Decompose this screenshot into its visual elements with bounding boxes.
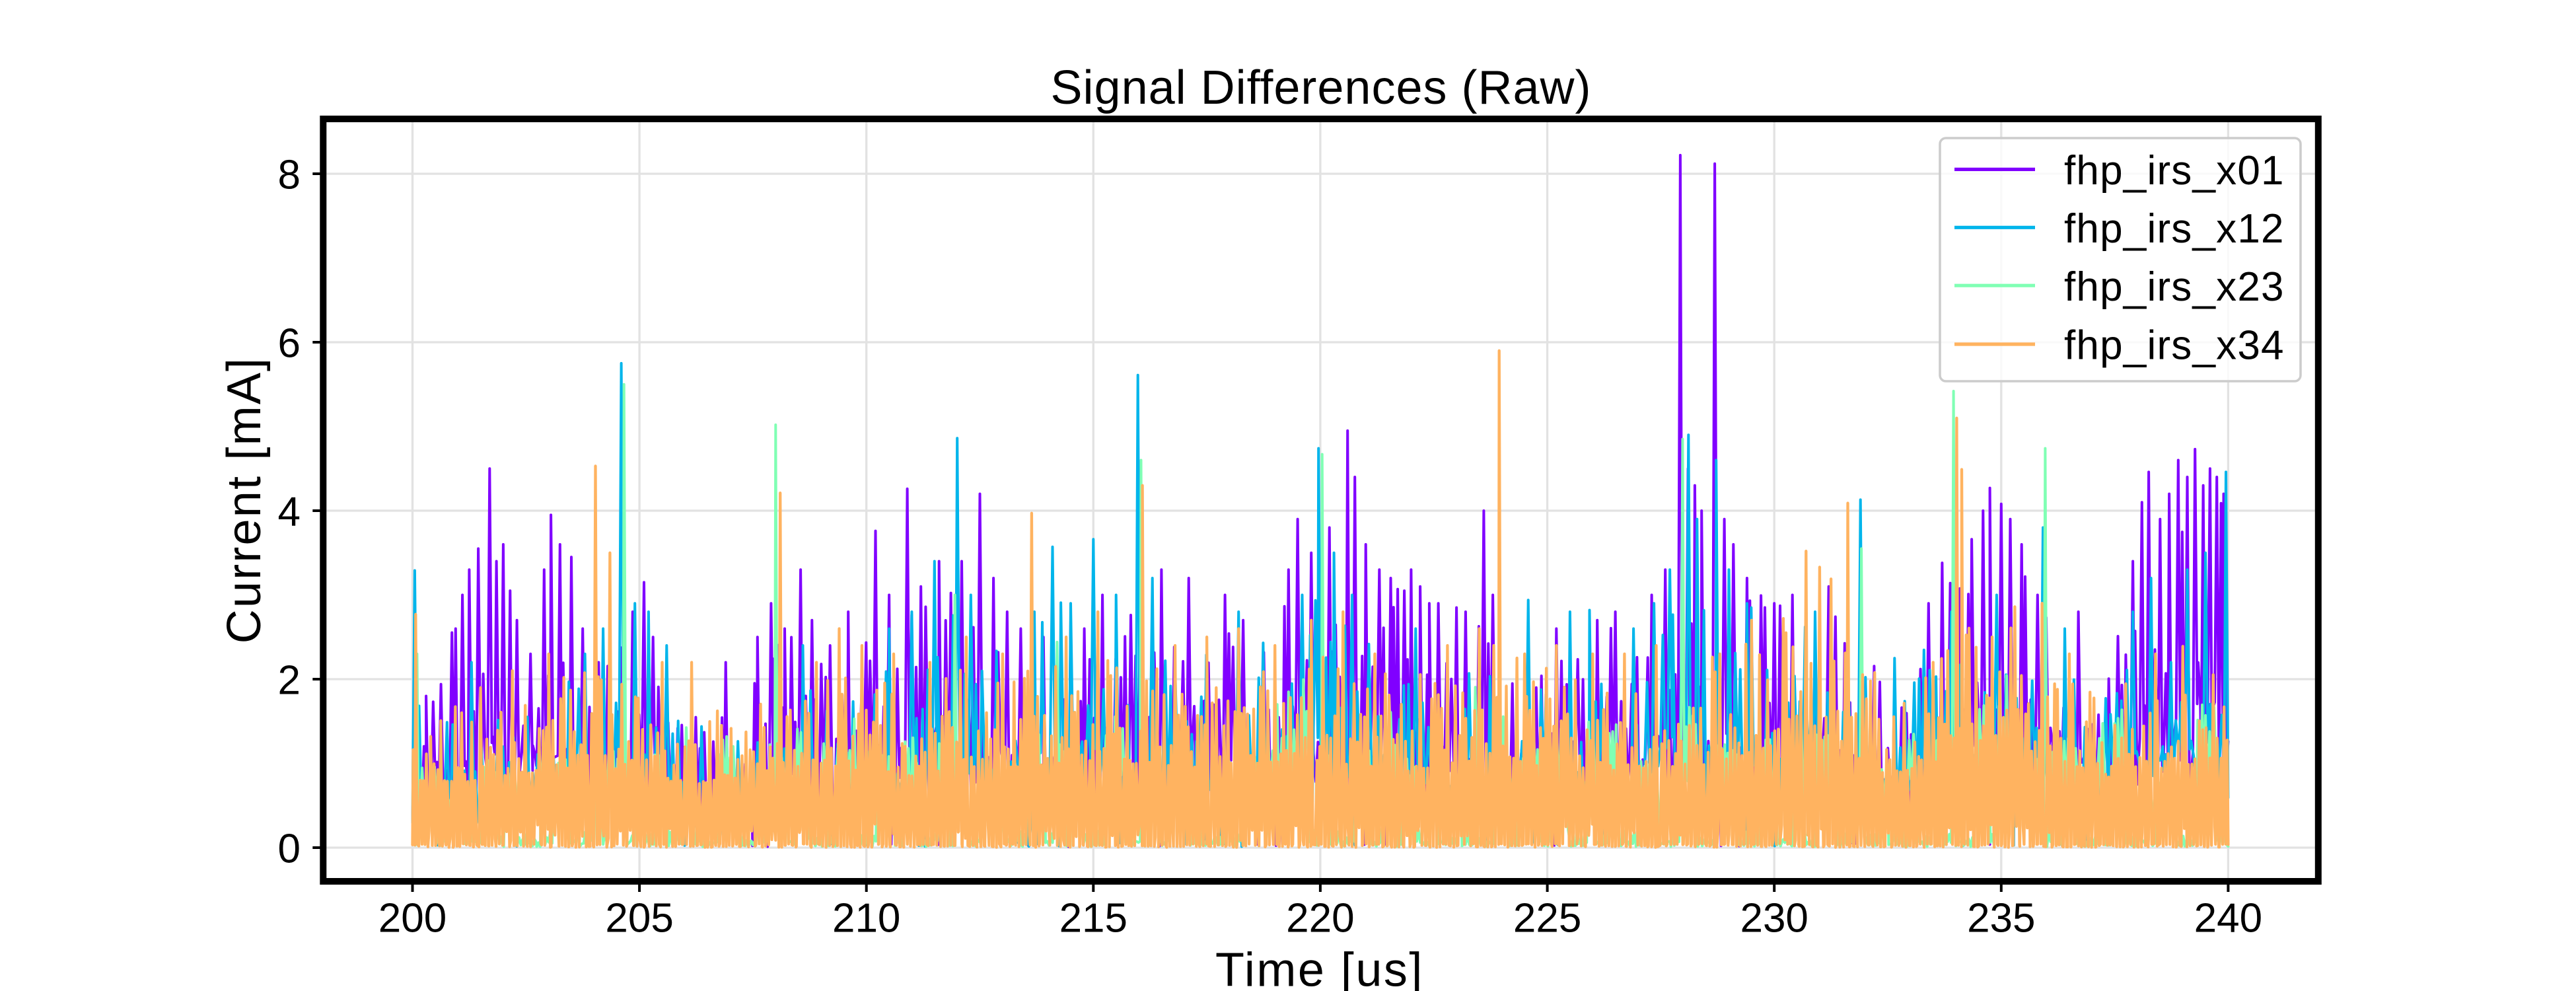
svg-text:2: 2 bbox=[278, 658, 301, 704]
svg-text:fhp_irs_x23: fhp_irs_x23 bbox=[2064, 264, 2285, 310]
svg-text:240: 240 bbox=[2194, 896, 2262, 941]
svg-text:Current [mA]: Current [mA] bbox=[218, 357, 271, 644]
svg-text:0: 0 bbox=[278, 826, 301, 872]
svg-text:fhp_irs_x01: fhp_irs_x01 bbox=[2064, 148, 2285, 194]
svg-text:230: 230 bbox=[1740, 896, 1808, 941]
svg-text:Time [us]: Time [us] bbox=[1215, 944, 1424, 991]
svg-text:8: 8 bbox=[278, 153, 301, 198]
svg-text:fhp_irs_x34: fhp_irs_x34 bbox=[2064, 323, 2285, 369]
svg-text:6: 6 bbox=[278, 321, 301, 367]
svg-text:fhp_irs_x12: fhp_irs_x12 bbox=[2064, 206, 2285, 252]
svg-text:Signal Differences (Raw): Signal Differences (Raw) bbox=[1051, 61, 1592, 114]
svg-text:210: 210 bbox=[832, 896, 900, 941]
svg-text:4: 4 bbox=[278, 490, 301, 535]
svg-text:200: 200 bbox=[378, 896, 447, 941]
svg-text:215: 215 bbox=[1059, 896, 1127, 941]
svg-text:225: 225 bbox=[1513, 896, 1581, 941]
svg-text:205: 205 bbox=[605, 896, 673, 941]
svg-text:220: 220 bbox=[1286, 896, 1354, 941]
svg-text:235: 235 bbox=[1967, 896, 2035, 941]
